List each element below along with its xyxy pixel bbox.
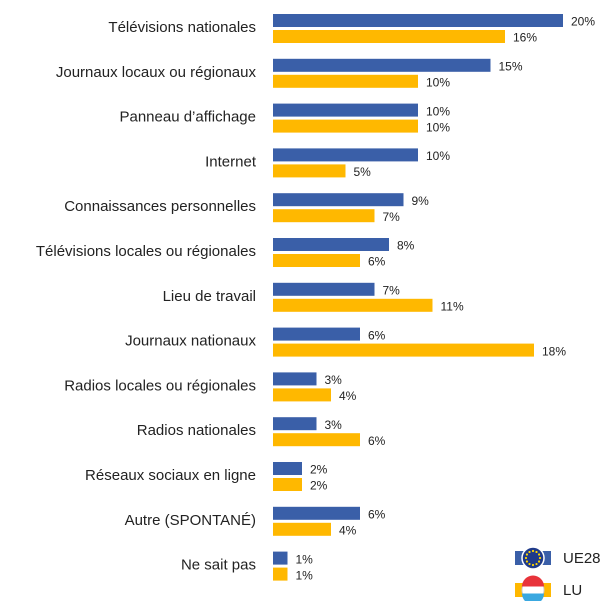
category-label: Internet <box>205 153 257 170</box>
bar <box>273 298 433 312</box>
legend-icon-star <box>531 549 535 553</box>
bar <box>273 30 505 43</box>
legend-label: LU <box>563 582 582 599</box>
category-label: Télévisions locales ou régionales <box>36 243 256 260</box>
bar <box>273 506 360 520</box>
legend-icon-star <box>525 553 529 556</box>
bar <box>273 282 375 296</box>
bar <box>273 164 346 178</box>
legend-icon-star <box>537 560 541 563</box>
category-label: Lieu de travail <box>163 288 256 305</box>
value-label: 10% <box>426 149 450 163</box>
bar <box>273 254 360 267</box>
value-label: 6% <box>368 328 386 342</box>
bar <box>273 327 360 341</box>
value-label: 6% <box>368 255 386 269</box>
category-label: Journaux locaux ou régionaux <box>56 64 257 81</box>
value-label: 10% <box>426 75 450 89</box>
legend-icon-red <box>522 575 544 587</box>
bar <box>273 433 360 447</box>
bar <box>273 193 404 207</box>
value-label: 1% <box>296 552 314 566</box>
legend-icon-star <box>535 550 538 554</box>
value-label: 4% <box>339 389 357 403</box>
legend: UE28 LU <box>515 546 601 601</box>
category-label: Panneau d’affichage <box>119 109 256 126</box>
value-label: 2% <box>310 479 328 493</box>
legend-icon-blue <box>522 593 544 601</box>
value-label: 5% <box>354 165 372 179</box>
value-label: 6% <box>368 507 386 521</box>
bar <box>273 148 418 162</box>
value-label: 18% <box>542 344 566 358</box>
bar <box>273 74 418 88</box>
bar <box>273 417 317 431</box>
category-label: Autre (SPONTANÉ) <box>125 512 256 529</box>
value-label: 7% <box>383 210 401 224</box>
bar <box>273 103 418 117</box>
legend-icon-star <box>528 562 531 566</box>
category-label: Radios nationales <box>137 422 256 439</box>
legend-icon <box>521 546 545 570</box>
legend-icon-star <box>525 560 529 563</box>
bar <box>273 551 288 565</box>
value-label: 1% <box>296 568 314 582</box>
bar <box>273 238 389 251</box>
bar <box>273 343 534 357</box>
legend-icon-star <box>535 562 538 566</box>
category-label: Réseaux sociaux en ligne <box>85 467 256 484</box>
bar <box>273 14 563 27</box>
bar <box>273 372 317 386</box>
legend-icon-star <box>537 553 541 556</box>
category-label: Radios locales ou régionales <box>64 377 256 394</box>
value-label: 20% <box>571 15 595 29</box>
category-label: Télévisions nationales <box>108 19 256 36</box>
legend-icon-star <box>531 563 535 567</box>
value-label: 2% <box>310 463 328 477</box>
bar <box>273 58 491 72</box>
legend-icon-star <box>528 550 531 554</box>
value-label: 10% <box>426 120 450 134</box>
bar <box>273 478 302 491</box>
category-label: Ne sait pas <box>181 557 256 574</box>
category-label: Journaux nationaux <box>125 333 256 350</box>
value-label: 6% <box>368 434 386 448</box>
value-label: 10% <box>426 104 450 118</box>
value-label: 8% <box>397 239 415 253</box>
legend-icon-star <box>524 556 528 560</box>
value-label: 7% <box>383 283 401 297</box>
bar <box>273 462 302 475</box>
value-label: 3% <box>325 373 343 387</box>
bar <box>273 567 288 581</box>
bar <box>273 522 331 536</box>
bar <box>273 119 418 133</box>
category-label: Connaissances personnelles <box>64 198 256 215</box>
bar <box>273 209 375 223</box>
value-label: 3% <box>325 418 343 432</box>
value-label: 4% <box>339 523 357 537</box>
legend-icon-star <box>538 556 542 560</box>
value-label: 15% <box>499 59 523 73</box>
value-label: 16% <box>513 31 537 45</box>
value-label: 11% <box>441 299 464 313</box>
legend-label: UE28 <box>563 550 601 567</box>
value-label: 9% <box>412 194 430 208</box>
bar <box>273 388 331 402</box>
